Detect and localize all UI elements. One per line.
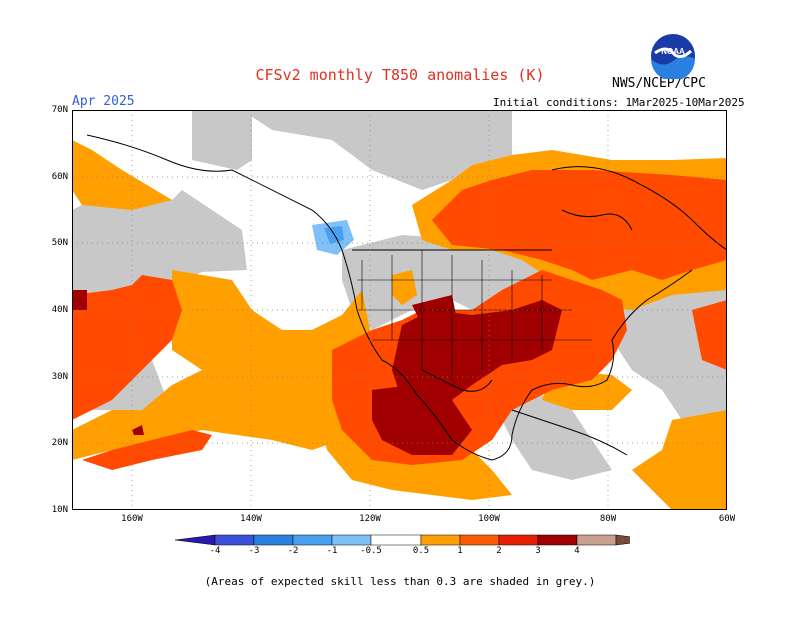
scale-cell [459, 534, 500, 546]
scale-cell [292, 534, 333, 546]
lon-label: 120W [359, 514, 381, 524]
initial-conditions: Initial conditions: 1Mar2025-10Mar2025 [493, 96, 745, 109]
scale-label: 0.5 [412, 546, 430, 556]
scale-label: 4 [574, 546, 580, 556]
scale-cell [420, 534, 461, 546]
logo-text: NOAA [661, 47, 685, 56]
lat-label: 40N [51, 305, 68, 315]
scale-label: -1 [326, 546, 338, 556]
lat-label: 30N [51, 372, 68, 382]
state-borders [357, 250, 592, 380]
lon-label: 80W [599, 514, 617, 524]
anomaly-map [72, 110, 727, 510]
scale-label: 2 [496, 546, 502, 556]
anomaly-2-3 [72, 290, 562, 455]
skill-footnote: (Areas of expected skill less than 0.3 a… [204, 575, 596, 588]
scale-label: 1 [457, 546, 463, 556]
lat-label: 20N [51, 438, 68, 448]
graticule [72, 110, 727, 510]
scale-cell [576, 534, 617, 546]
scale-label: -3 [248, 546, 260, 556]
scale-label: 3 [535, 546, 541, 556]
noaa-logo: NOAA [651, 34, 695, 79]
color-scale-bar [174, 534, 630, 546]
scale-label: -2 [287, 546, 299, 556]
agency-label: NWS/NCEP/CPC [612, 76, 706, 91]
scale-cell [253, 534, 294, 546]
scale-cell [498, 534, 539, 546]
forecast-month: Apr 2025 [72, 94, 135, 109]
lat-label: 50N [51, 238, 68, 248]
scale-label: -4 [209, 546, 221, 556]
lon-label: 140W [240, 514, 262, 524]
scale-cell [214, 534, 255, 546]
scale-cell [370, 534, 422, 546]
scale-cell [331, 534, 372, 546]
scale-arrow-low [174, 534, 216, 546]
map-frame [72, 110, 727, 510]
lon-label: 160W [121, 514, 143, 524]
lon-label: 60W [718, 514, 736, 524]
scale-label: -0.5 [360, 546, 382, 556]
coastlines [86, 134, 727, 461]
lon-label: 100W [478, 514, 500, 524]
map-title: CFSv2 monthly T850 anomalies (K) [255, 66, 545, 84]
lat-label: 60N [51, 172, 68, 182]
lat-label: 10N [51, 505, 68, 515]
scale-cell [537, 534, 578, 546]
scale-arrow-high [615, 534, 630, 546]
lat-label: 70N [51, 105, 68, 115]
